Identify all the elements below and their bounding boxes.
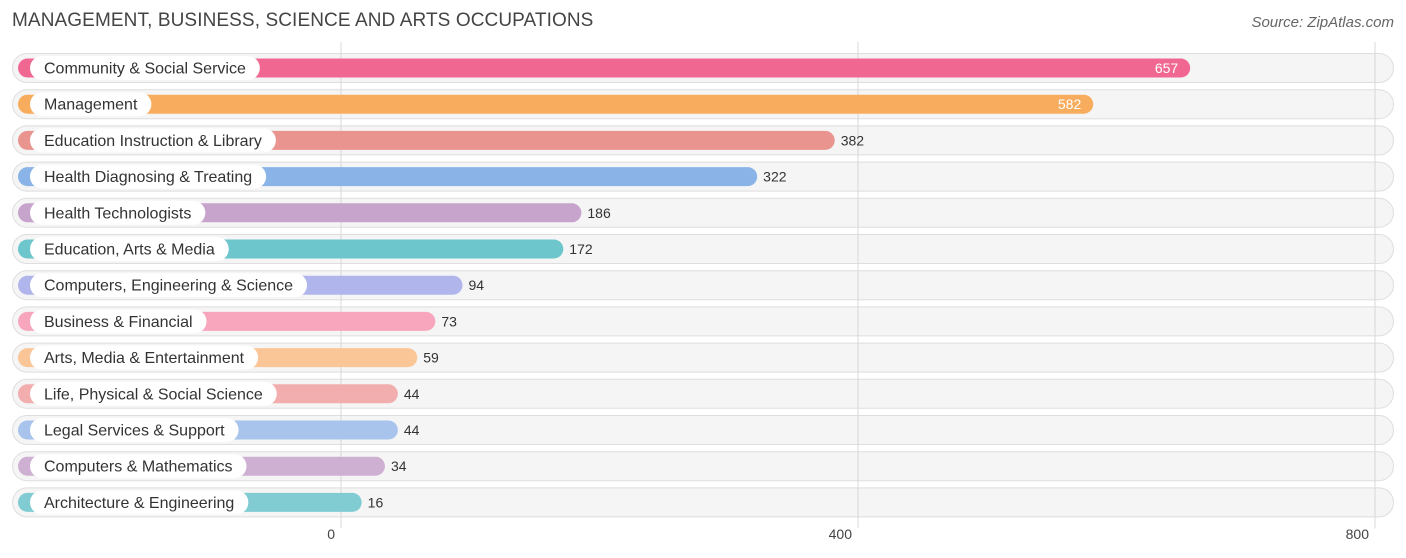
- value-label: 657: [1155, 60, 1179, 76]
- category-label-pill: [30, 418, 239, 442]
- category-label: Computers & Mathematics: [44, 459, 233, 476]
- category-label-pill: [30, 92, 152, 117]
- bars-layer: Community & Social Service 657 Management 5…: [18, 56, 1191, 515]
- bar: [18, 94, 1094, 114]
- value-label: 34: [391, 458, 407, 474]
- category-label: Computers, Engineering & Science: [44, 278, 293, 295]
- value-label: 44: [404, 422, 420, 438]
- source-credit: Source: ZipAtlas.com: [1251, 14, 1394, 31]
- category-label-pill: [30, 309, 207, 334]
- x-tick-label: 400: [829, 526, 853, 542]
- value-label: 582: [1058, 96, 1082, 112]
- value-label: 186: [587, 205, 611, 221]
- category-label: Business & Financial: [44, 314, 193, 331]
- category-label-pill: [30, 381, 277, 406]
- category-label: Arts, Media & Entertainment: [44, 350, 245, 367]
- value-label: 322: [763, 169, 787, 185]
- category-label: Health Diagnosing & Treating: [44, 169, 252, 186]
- x-tick-label: 800: [1346, 526, 1370, 542]
- value-label: 44: [404, 386, 420, 402]
- category-label: Education Instruction & Library: [44, 133, 262, 150]
- value-label: 172: [569, 241, 593, 257]
- category-label: Health Technologists: [44, 205, 191, 222]
- value-label: 382: [841, 132, 865, 148]
- value-label: 73: [441, 313, 457, 329]
- chart-title: MANAGEMENT, BUSINESS, SCIENCE AND ARTS O…: [12, 10, 594, 31]
- value-label: 59: [423, 350, 439, 366]
- category-label-pill: [30, 454, 247, 479]
- category-label: Life, Physical & Social Science: [44, 386, 263, 403]
- bar: [18, 58, 1191, 78]
- category-label: Management: [44, 97, 138, 114]
- category-label-pill: [30, 164, 267, 189]
- category-label: Legal Services & Support: [44, 423, 225, 440]
- category-label-pill: [30, 128, 276, 153]
- category-label-pill: [30, 345, 259, 370]
- category-label: Education, Arts & Media: [44, 242, 215, 259]
- category-label: Architecture & Engineering: [44, 495, 234, 512]
- category-label-pill: [30, 490, 249, 515]
- category-label-pill: [30, 273, 308, 298]
- category-label-pill: [30, 237, 229, 261]
- x-tick-label: 0: [327, 526, 335, 542]
- category-label-pill: [30, 200, 206, 225]
- category-label-pill: [30, 56, 260, 80]
- value-label: 16: [368, 494, 384, 510]
- category-label: Community & Social Service: [44, 61, 246, 78]
- value-label: 94: [468, 277, 484, 293]
